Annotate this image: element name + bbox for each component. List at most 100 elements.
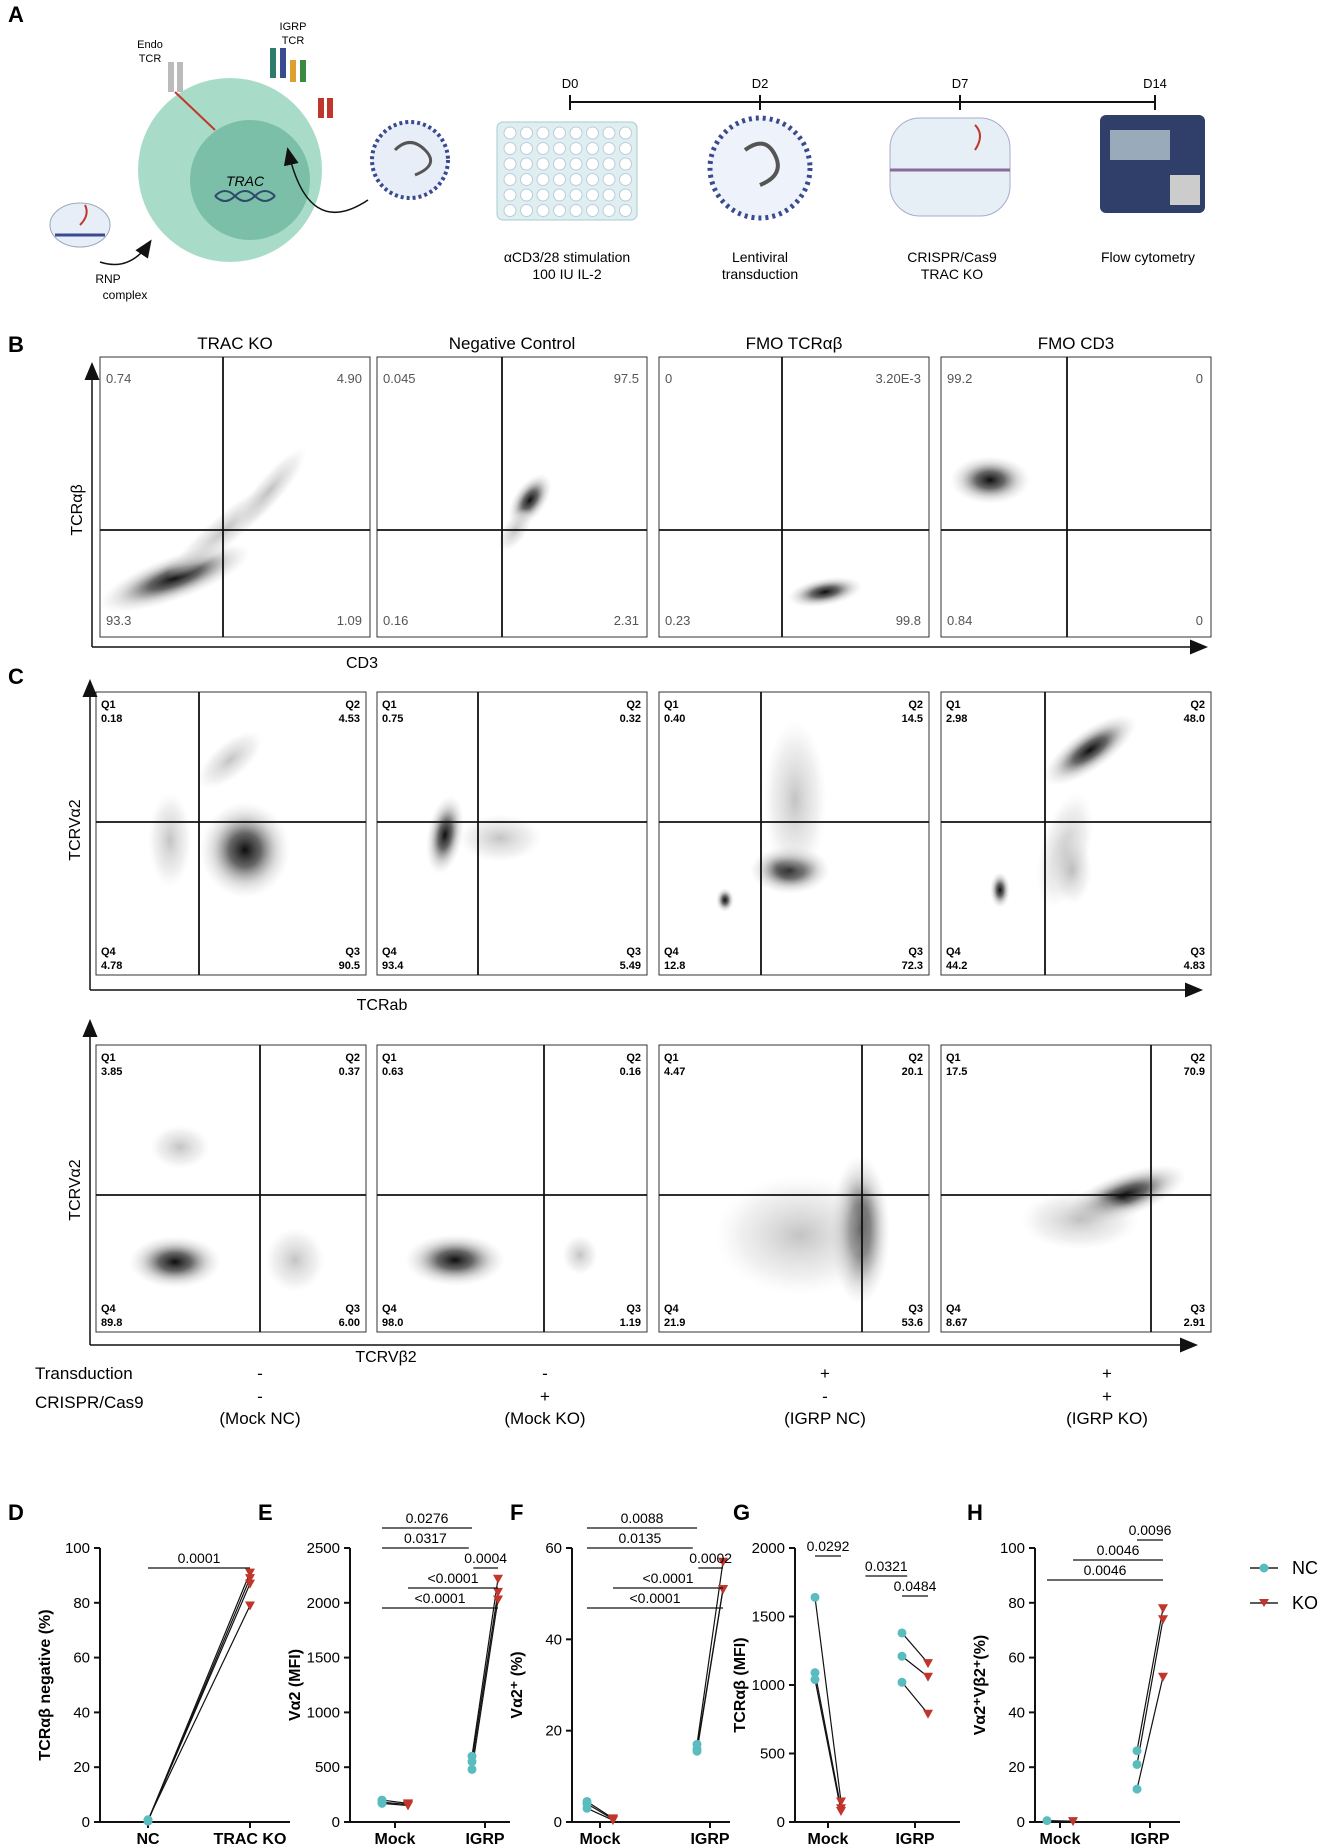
trac-label: TRAC [226, 173, 265, 189]
ko-data-point [493, 1595, 503, 1605]
plate-well [520, 173, 533, 186]
plate-well [602, 173, 616, 186]
ko-data-point [923, 1709, 933, 1719]
y-tick-label: 500 [760, 1746, 785, 1763]
quadrant-lower-left-value: 0.84 [947, 613, 972, 628]
plate-well [602, 126, 616, 140]
q3-name: Q3 [908, 946, 923, 958]
q3-name: Q3 [1190, 1303, 1205, 1315]
q4-name: Q4 [101, 1303, 117, 1315]
plate-well [586, 188, 599, 202]
q1-name: Q1 [101, 699, 116, 711]
q2-name: Q2 [345, 1052, 360, 1064]
panel-letter-a: A [8, 2, 24, 27]
nc-data-point [897, 1677, 907, 1687]
q2-name: Q2 [626, 699, 641, 711]
chart-f: 0 20 40 60 Mock IGRP Vα2⁺ (%) 0.0088 0.0135 0.000… [509, 1510, 732, 1844]
step-1-line-1: αCD3/28 stimulation [504, 249, 630, 265]
plate-well [503, 157, 517, 171]
q1-value: 4.47 [664, 1066, 685, 1078]
crispr-sign: + [540, 1387, 550, 1406]
q2-value: 70.9 [1184, 1066, 1205, 1078]
cell-population-density [1043, 714, 1137, 786]
lentivirus-icon [707, 115, 813, 221]
virus-icon [370, 120, 450, 200]
q3-value: 6.00 [339, 1317, 360, 1329]
plate-well [520, 142, 533, 155]
pair-connector [696, 1589, 724, 1752]
q4-value: 8.67 [946, 1317, 967, 1329]
q4-name: Q4 [101, 946, 117, 958]
q2-value: 0.16 [620, 1066, 641, 1078]
ko-data-point [493, 1574, 503, 1584]
quadrant-lower-right-value: 0 [1196, 613, 1203, 628]
flow-plot-title: FMO CD3 [1038, 334, 1115, 353]
q2-value: 20.1 [902, 1066, 923, 1078]
p-value-label: <0.0001 [428, 1570, 479, 1586]
q1-value: 0.63 [382, 1066, 403, 1078]
q3-value: 5.49 [620, 960, 641, 972]
cell-population-density [716, 888, 734, 912]
y-tick-label: 80 [73, 1595, 90, 1612]
plate-well [569, 126, 583, 140]
plate-well [586, 157, 599, 171]
panel-b-x-axis-label: CD3 [346, 655, 378, 672]
step-1-line-2: 100 IU IL-2 [532, 266, 601, 282]
q3-name: Q3 [345, 946, 360, 958]
day-d2: D2 [752, 76, 769, 91]
crispr-label: CRISPR/Cas9 [35, 1393, 144, 1412]
pair-connector [586, 1807, 614, 1821]
panel-c1-y-axis-label: TCRVα2 [67, 799, 84, 861]
step-3-line-1: CRISPR/Cas9 [907, 249, 997, 265]
well-plate-icon [496, 121, 638, 221]
p-value-label: 0.0004 [464, 1550, 507, 1566]
pair-connector [471, 1591, 499, 1762]
day-d14: D14 [1143, 76, 1167, 91]
endo-tcr-label: Endo [137, 39, 163, 51]
quadrant-lower-left-value: 0.23 [665, 613, 690, 628]
q1-name: Q1 [382, 699, 397, 711]
p-value-label: <0.0001 [643, 1570, 694, 1586]
plate-well [619, 126, 632, 140]
p-value-label: 0.0276 [406, 1510, 449, 1526]
q3-value: 53.6 [902, 1317, 923, 1329]
q1-value: 0.40 [664, 713, 685, 725]
y-tick-label: 2000 [752, 1540, 785, 1557]
plate-well [536, 204, 550, 217]
ko-data-point [1068, 1817, 1078, 1827]
p-value-label: <0.0001 [415, 1590, 466, 1606]
plate-well [602, 188, 616, 202]
p-value-label: 0.0321 [865, 1558, 908, 1574]
cell-population-density [1020, 1190, 1140, 1250]
y-tick-label: 40 [545, 1631, 562, 1648]
x-category-label: Mock [808, 1831, 849, 1844]
transduction-sign: + [820, 1364, 830, 1383]
cell-population-density [562, 1235, 598, 1275]
nc-data-point [582, 1803, 592, 1813]
pair-connector [814, 1597, 842, 1802]
q4-name: Q4 [382, 946, 398, 958]
q2-value: 14.5 [902, 713, 923, 725]
cell-population-density [265, 1228, 325, 1292]
plate-well [569, 188, 583, 202]
quadrant-lower-left-value: 93.3 [106, 613, 131, 628]
quadrant-upper-left-value: 99.2 [947, 371, 972, 386]
y-tick-label: 60 [545, 1540, 562, 1557]
plate-well [553, 188, 566, 202]
y-tick-label: 1500 [752, 1609, 785, 1626]
pair-connector [1136, 1619, 1164, 1765]
q4-value: 21.9 [664, 1317, 685, 1329]
cell-population-density [129, 1236, 221, 1288]
flow-plot-title: FMO TCRαβ [746, 334, 843, 353]
ko-data-point [245, 1574, 255, 1584]
cell-population-density [200, 802, 290, 898]
pair-connector [814, 1672, 842, 1809]
ko-data-point [923, 1672, 933, 1682]
ko-data-point [923, 1659, 933, 1669]
q1-value: 17.5 [946, 1066, 967, 1078]
ko-data-point [245, 1579, 255, 1589]
y-tick-label: 2000 [307, 1595, 340, 1612]
q3-name: Q3 [345, 1303, 360, 1315]
plate-well [586, 204, 599, 217]
